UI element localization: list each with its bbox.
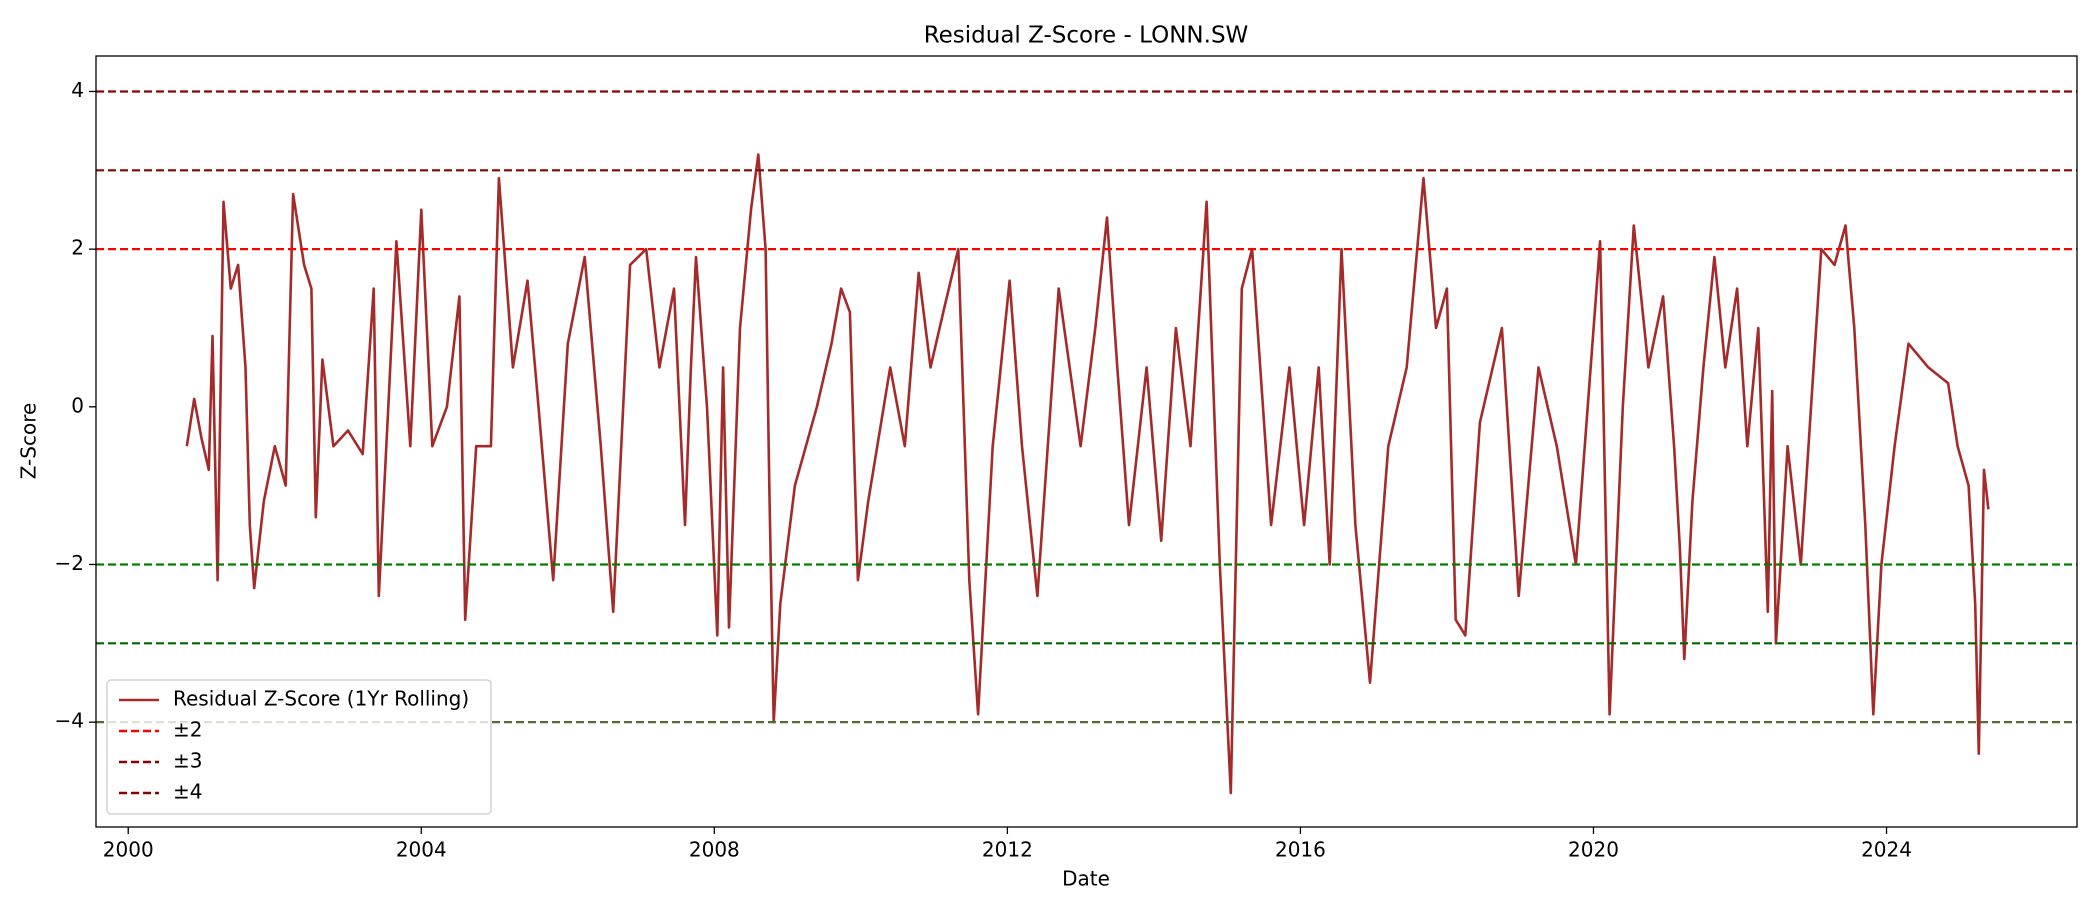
legend-label: ±2 bbox=[173, 718, 202, 742]
x-tick-label: 2020 bbox=[1568, 838, 1619, 862]
x-tick-label: 2008 bbox=[689, 838, 740, 862]
legend-label: Residual Z-Score (1Yr Rolling) bbox=[173, 687, 469, 711]
y-tick-label: 2 bbox=[71, 236, 84, 260]
x-tick-label: 2024 bbox=[1861, 838, 1912, 862]
y-tick-label: −2 bbox=[55, 551, 84, 575]
legend-label: ±3 bbox=[173, 749, 202, 773]
legend-label: ±4 bbox=[173, 780, 202, 804]
plot-frame bbox=[95, 55, 2078, 828]
y-tick-label: −4 bbox=[55, 709, 84, 733]
x-tick-label: 2016 bbox=[1275, 838, 1326, 862]
legend-box bbox=[106, 679, 492, 815]
y-tick-label: 0 bbox=[71, 393, 84, 417]
x-tick-label: 2000 bbox=[103, 838, 154, 862]
chart-title: Residual Z-Score - LONN.SW bbox=[924, 23, 1249, 49]
x-axis-label: Date bbox=[1062, 867, 1110, 891]
x-tick-label: 2012 bbox=[982, 838, 1033, 862]
x-tick-label: 2004 bbox=[396, 838, 447, 862]
y-tick-label: 4 bbox=[71, 78, 84, 102]
y-axis-label: Z-Score bbox=[17, 403, 41, 480]
series-line bbox=[185, 153, 1990, 795]
